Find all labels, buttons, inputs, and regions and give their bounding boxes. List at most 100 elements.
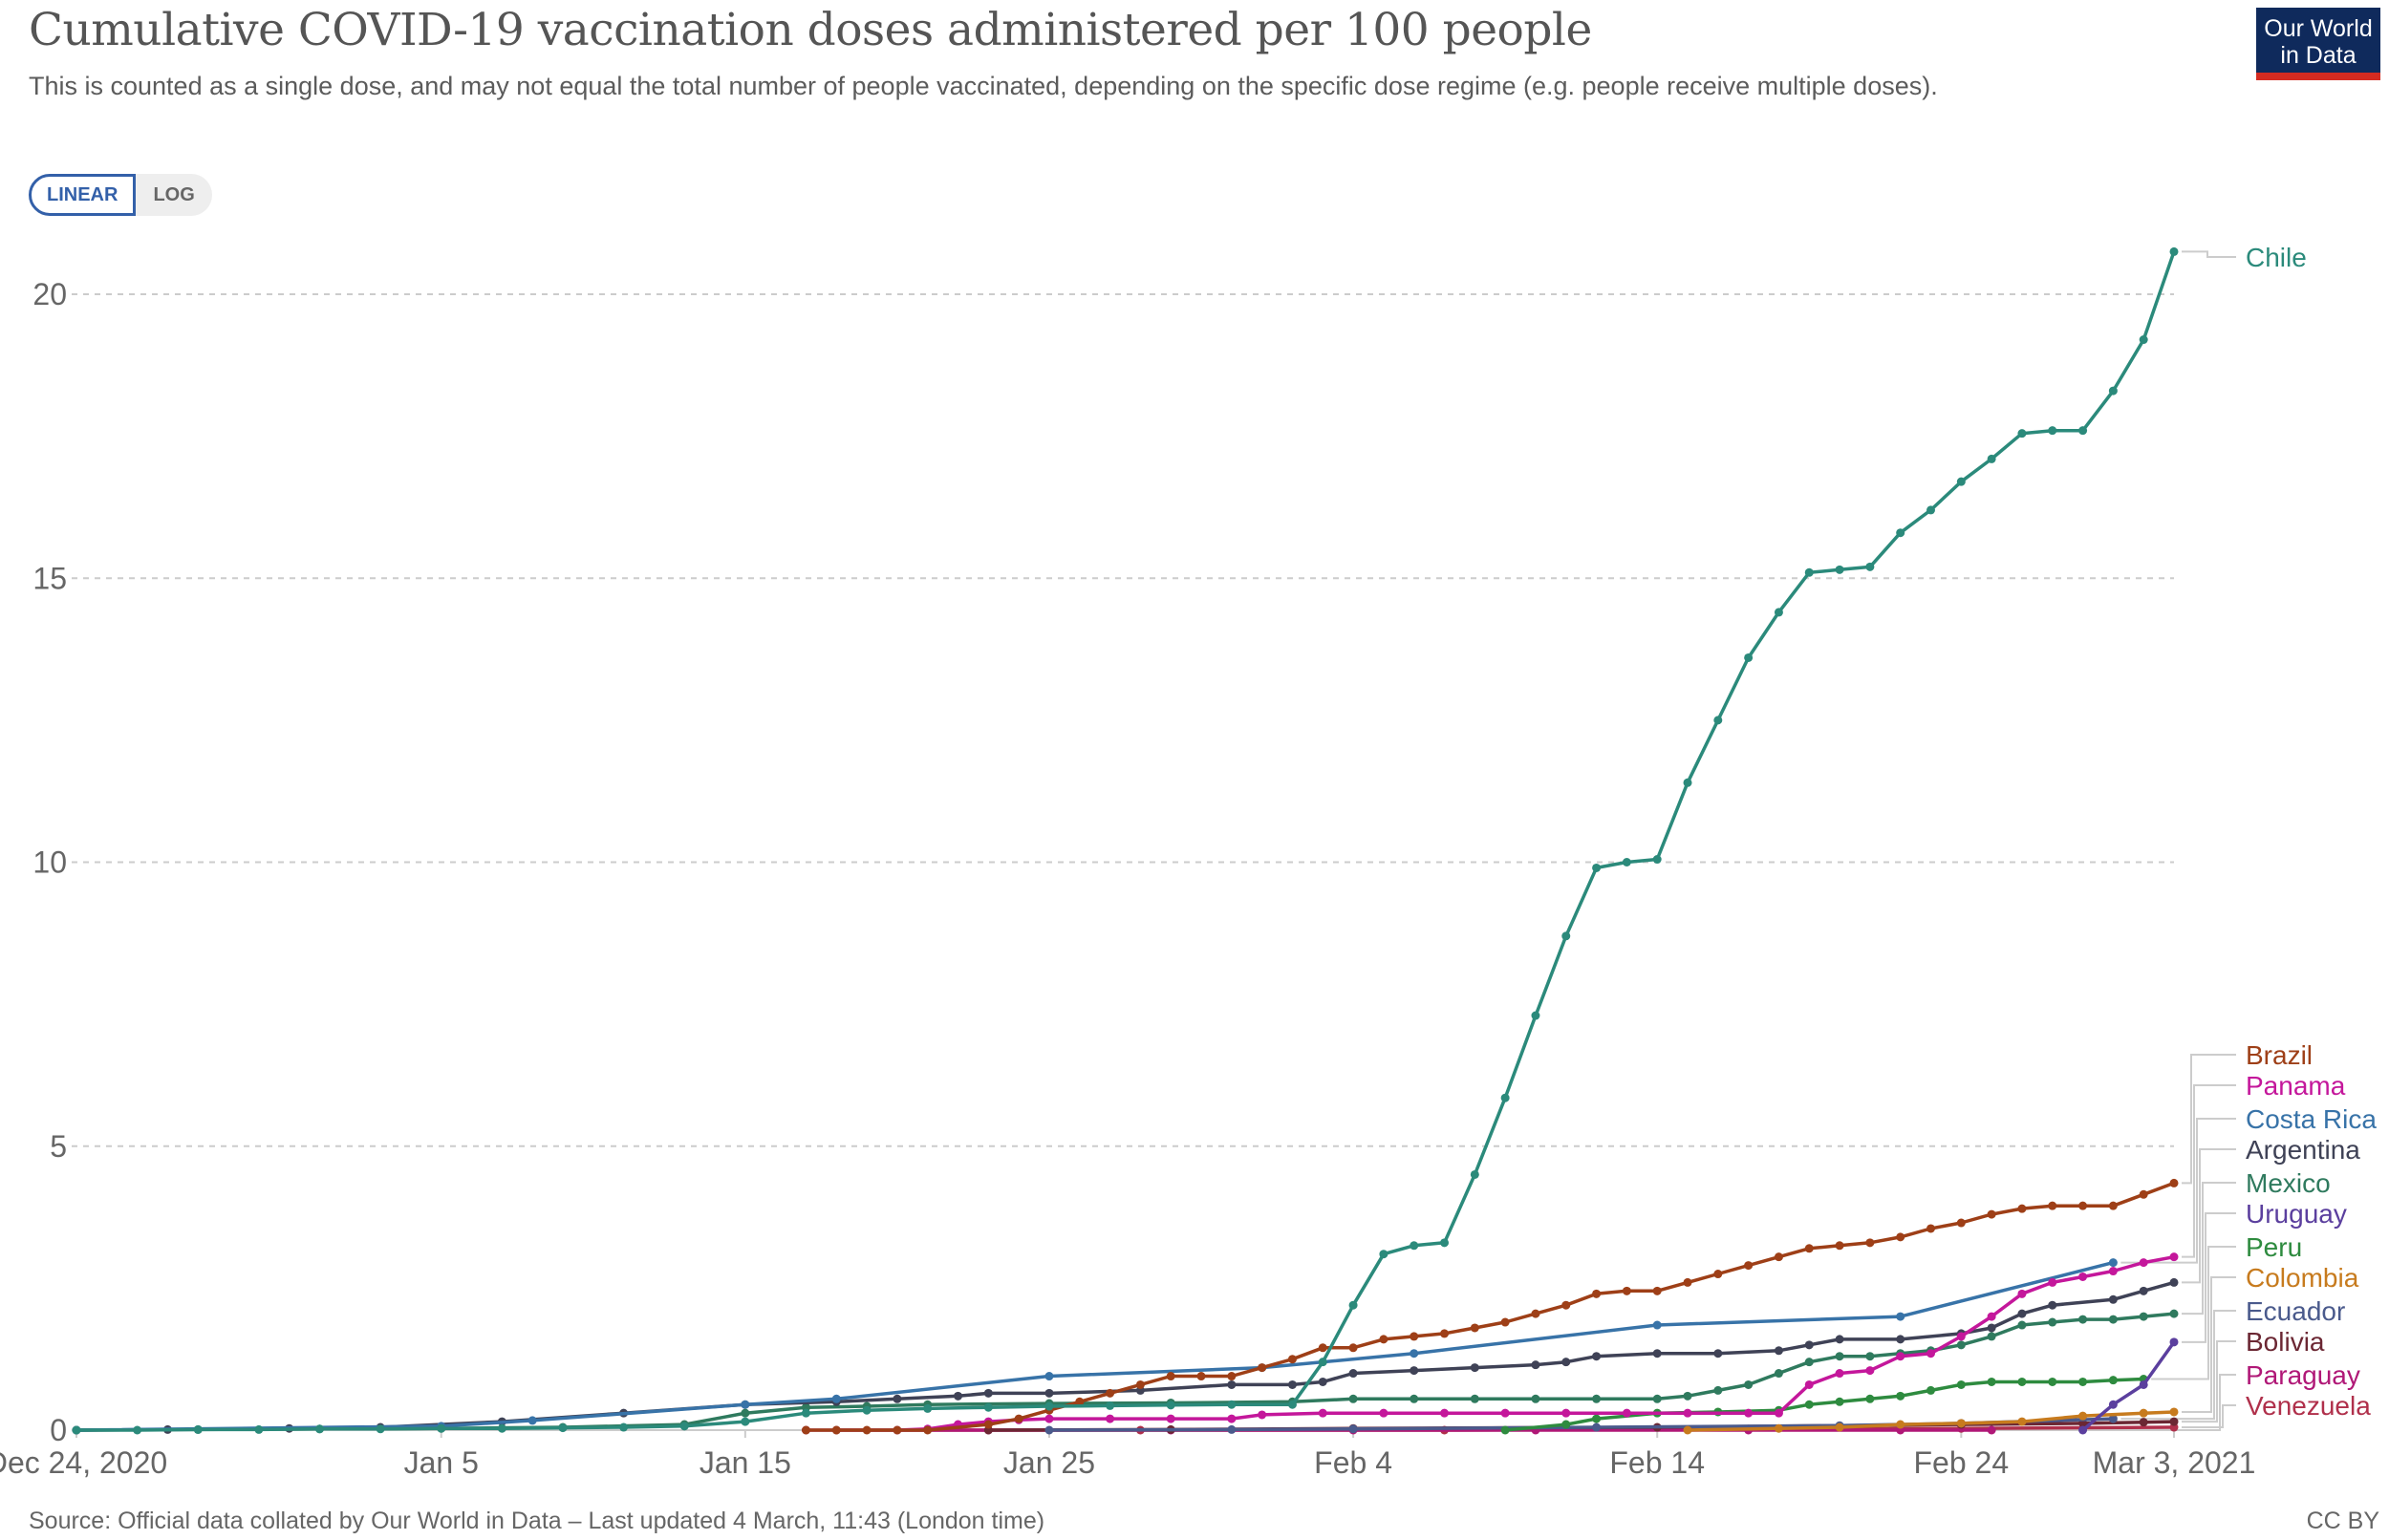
data-point [1287, 1355, 1297, 1364]
data-point [1804, 1380, 1814, 1389]
data-point [1044, 1414, 1054, 1423]
data-point [1683, 1408, 1692, 1418]
series-label[interactable]: Venezuela [2246, 1391, 2371, 1421]
series-label[interactable]: Chile [2246, 243, 2307, 272]
data-point [831, 1425, 841, 1435]
data-point [2078, 1377, 2088, 1386]
data-point [1410, 1332, 1419, 1341]
data-point [1622, 1286, 1631, 1295]
linear-scale-button[interactable]: LINEAR [29, 174, 137, 216]
data-point [1470, 1323, 1479, 1333]
series-colombia[interactable] [1683, 1407, 2179, 1435]
license-link[interactable]: CC BY [2306, 1508, 2379, 1534]
gridlines [72, 293, 2174, 1431]
y-tick-label: 5 [50, 1129, 67, 1164]
y-tick-label: 10 [32, 845, 67, 880]
data-point [1713, 1385, 1723, 1395]
series-label[interactable]: Ecuador [2246, 1296, 2345, 1326]
data-point [376, 1424, 385, 1434]
series-label[interactable]: Bolivia [2246, 1327, 2325, 1357]
data-point [1713, 1349, 1723, 1358]
data-point [2139, 1286, 2148, 1295]
log-scale-button[interactable]: LOG [153, 183, 195, 205]
series-label[interactable]: Uruguay [2246, 1199, 2347, 1229]
data-point [1956, 1218, 1966, 1228]
data-point [1044, 1372, 1054, 1381]
data-point [2108, 1201, 2118, 1210]
label-connector [2182, 1212, 2236, 1343]
label-connector [2182, 1276, 2236, 1413]
data-point [1835, 1352, 1844, 1361]
data-point [1896, 528, 1905, 538]
data-point [1044, 1388, 1054, 1398]
data-point [1318, 1358, 1327, 1367]
data-point [2139, 1258, 2148, 1268]
data-point [2169, 1178, 2179, 1187]
series-label[interactable]: Panama [2246, 1071, 2346, 1101]
data-point [1561, 931, 1571, 941]
data-point [2017, 1204, 2027, 1213]
series-label[interactable]: Mexico [2246, 1168, 2331, 1198]
data-point [2169, 1309, 2179, 1318]
data-point [1470, 1169, 1479, 1179]
data-point [1531, 1011, 1540, 1020]
data-point [2048, 1201, 2057, 1210]
data-point [1865, 562, 1875, 571]
data-point [1896, 1420, 1905, 1429]
label-connector [2182, 1404, 2236, 1429]
data-point [2078, 1272, 2088, 1281]
label-connector [2151, 1246, 2236, 1380]
label-connector [1999, 1374, 2236, 1431]
data-point [923, 1425, 933, 1435]
series-label[interactable]: Colombia [2246, 1263, 2359, 1293]
data-point [1592, 1414, 1602, 1423]
data-point [2108, 1315, 2118, 1324]
series-chile[interactable] [72, 246, 2179, 1435]
series-line [75, 1312, 2175, 1432]
data-point [2017, 1417, 2027, 1426]
series-label[interactable]: Costa Rica [2246, 1104, 2377, 1134]
data-point [2078, 1201, 2088, 1210]
owid-logo[interactable]: Our World in Data [2256, 8, 2380, 80]
series-uruguay[interactable] [2078, 1337, 2179, 1435]
data-point [1774, 1423, 1783, 1433]
data-point [1835, 1369, 1844, 1379]
data-point [1652, 1349, 1662, 1358]
data-point [2169, 1252, 2179, 1262]
data-point [1774, 608, 1783, 617]
data-point [2048, 1317, 2057, 1327]
data-point [1835, 1397, 1844, 1406]
data-point [1531, 1360, 1540, 1370]
data-point [983, 1402, 993, 1412]
y-tick-label: 15 [32, 561, 67, 595]
series-label[interactable]: Argentina [2246, 1135, 2360, 1165]
series-label[interactable]: Brazil [2246, 1040, 2313, 1070]
data-point [1470, 1394, 1479, 1403]
data-point [1865, 1366, 1875, 1376]
data-point [1500, 1093, 1510, 1102]
data-point [2169, 246, 2179, 256]
data-point [2139, 1312, 2148, 1321]
data-point [1896, 1312, 1905, 1321]
data-point [2017, 1289, 2027, 1298]
series-label[interactable]: Peru [2246, 1232, 2302, 1262]
chart-title: Cumulative COVID-19 vaccination doses ad… [29, 4, 1592, 56]
data-point [954, 1391, 963, 1401]
x-tick-label: Jan 5 [404, 1445, 479, 1480]
data-point [2108, 1258, 2118, 1268]
data-point [2108, 1267, 2118, 1276]
series-panama[interactable] [893, 1252, 2179, 1435]
data-point [1652, 1394, 1662, 1403]
scale-toggle: LINEAR LOG [29, 174, 212, 216]
data-point [1196, 1372, 1206, 1381]
data-point [1379, 1250, 1388, 1259]
data-point [1896, 1391, 1905, 1401]
series-brazil[interactable] [801, 1178, 2179, 1435]
data-point [1106, 1414, 1115, 1423]
series-label[interactable]: Paraguay [2246, 1360, 2360, 1390]
data-point [1075, 1397, 1085, 1406]
data-point [1166, 1414, 1175, 1423]
series-costa-rica[interactable] [72, 1258, 2118, 1435]
